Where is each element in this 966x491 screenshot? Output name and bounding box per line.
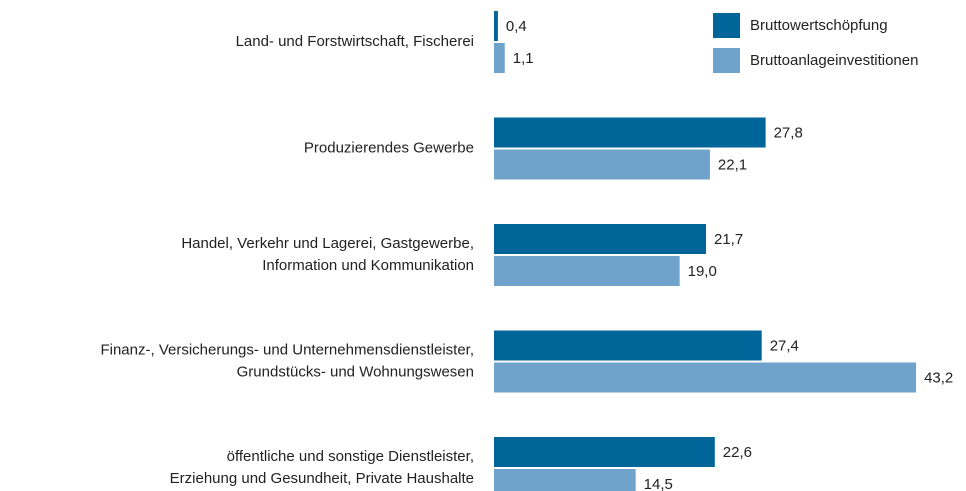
- value-label: 21,7: [714, 231, 743, 248]
- category-label: öffentliche und sonstige Dienstleister,: [227, 448, 474, 465]
- category-label: Finanz-, Versicherungs- und Unternehmens…: [100, 341, 474, 358]
- value-label: 14,5: [644, 476, 673, 491]
- bar: [494, 330, 762, 361]
- bar: [494, 43, 505, 73]
- value-label: 43,2: [924, 369, 953, 386]
- bar: [494, 256, 680, 286]
- category-label: Information und Kommunikation: [262, 257, 474, 274]
- category-label: Handel, Verkehr und Lagerei, Gastgewerbe…: [181, 235, 474, 252]
- bar: [494, 11, 498, 41]
- value-label: 1,1: [513, 50, 534, 67]
- legend-swatch: [713, 13, 740, 38]
- bar: [494, 224, 707, 254]
- bar: [494, 362, 917, 393]
- bar: [494, 149, 710, 180]
- value-label: 27,8: [774, 124, 803, 141]
- category-label: Produzierendes Gewerbe: [304, 139, 474, 156]
- legend-label: Bruttoanlageinvestitionen: [750, 52, 918, 69]
- category-label: Erziehung und Gesundheit, Private Hausha…: [170, 470, 474, 487]
- value-label: 27,4: [770, 337, 799, 354]
- bar: [494, 117, 766, 148]
- value-label: 22,6: [723, 444, 752, 461]
- legend-label: Bruttowertschöpfung: [750, 17, 888, 34]
- value-label: 22,1: [718, 156, 747, 173]
- bar: [494, 437, 715, 467]
- legend-swatch: [713, 48, 740, 73]
- category-label: Grundstücks- und Wohnungswesen: [237, 363, 474, 380]
- value-label: 19,0: [688, 263, 717, 280]
- value-label: 0,4: [506, 18, 527, 35]
- bar: [494, 469, 636, 491]
- category-label: Land- und Forstwirtschaft, Fischerei: [236, 33, 474, 50]
